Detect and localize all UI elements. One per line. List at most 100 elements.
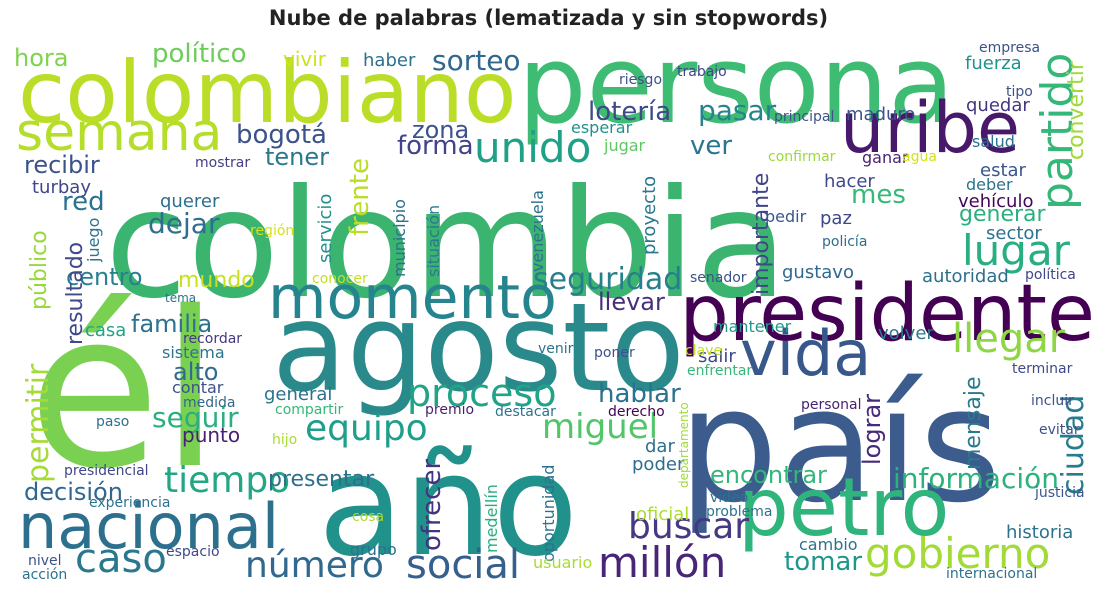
word-uribe: uribe <box>840 87 1020 169</box>
word-deber: deber <box>966 175 1013 194</box>
word-llevar: llevar <box>598 288 665 316</box>
word-él: él <box>28 265 220 516</box>
word-riesgo: riesgo <box>619 72 662 88</box>
word-premio: premio <box>425 402 474 418</box>
word-pedir: pedir <box>765 207 807 226</box>
word-decisión: decisión <box>24 478 123 506</box>
word-ciudad: ciudad <box>1056 395 1091 495</box>
word-millón: millón <box>598 538 726 587</box>
word-miguel: miguel <box>542 407 658 447</box>
word-departamento: departamento <box>677 402 691 488</box>
word-persona: persona <box>518 23 954 148</box>
word-hora: hora <box>14 44 68 72</box>
word-servicio: servicio <box>315 194 336 263</box>
word-paz: paz <box>820 208 852 229</box>
word-importante: importante <box>749 173 774 295</box>
word-pasar: pasar <box>698 94 777 127</box>
word-centro: centro <box>66 263 143 291</box>
word-justicia: justicia <box>1034 485 1085 501</box>
word-usuario: usuario <box>533 553 592 572</box>
word-casa: casa <box>85 320 126 341</box>
word-historia: historia <box>1006 522 1073 543</box>
word-información: información <box>893 462 1059 495</box>
word-trabajo: trabajo <box>677 64 727 80</box>
word-seguir: seguir <box>152 401 239 434</box>
word-seguridad: seguridad <box>533 262 682 297</box>
word-punto: punto <box>182 423 240 447</box>
word-unido: unido <box>474 123 591 172</box>
word-juego: juego <box>84 218 103 263</box>
word-vida: vida <box>740 317 871 390</box>
word-hijo: hijo <box>272 432 297 448</box>
word-tipo: tipo <box>1006 84 1033 100</box>
word-agosto: agosto <box>272 277 685 419</box>
word-oficial: oficial <box>636 504 689 525</box>
word-caso: caso <box>75 536 167 582</box>
word-internacional: internacional <box>946 566 1037 582</box>
word-proceso: proceso <box>407 371 556 415</box>
word-jugar: jugar <box>603 136 646 155</box>
word-empresa: empresa <box>979 40 1040 56</box>
word-equipo: equipo <box>305 408 428 449</box>
word-agua: agua <box>902 149 937 165</box>
word-sistema: sistema <box>162 343 225 362</box>
word-mes: mes <box>851 180 906 210</box>
word-confirmar: confirmar <box>768 149 836 165</box>
chart-title: Nube de palabras (lematizada y sin stopw… <box>268 6 829 30</box>
word-ver: ver <box>690 131 732 161</box>
word-fuerza: fuerza <box>965 53 1022 74</box>
word-convertir: convertir <box>1064 60 1089 160</box>
word-partido: partido <box>1032 53 1083 210</box>
word-destacar: destacar <box>495 404 556 420</box>
word-clave: clave <box>685 343 722 359</box>
word-derecho: derecho <box>608 404 665 420</box>
word-colombia: colombia <box>105 158 788 332</box>
word-zona: zona <box>412 116 469 144</box>
word-familia: familia <box>131 310 212 338</box>
word-evitar: evitar <box>1039 422 1080 438</box>
word-autoridad: autoridad <box>922 266 1009 287</box>
word-venezuela: venezuela <box>528 190 547 272</box>
word-contar: contar <box>172 378 224 397</box>
word-experiencia: experiencia <box>89 495 170 511</box>
word-política: política <box>1025 267 1076 283</box>
word-haber: haber <box>363 50 416 71</box>
word-nacional: nacional <box>18 490 279 563</box>
word-salir: salir <box>698 346 736 367</box>
word-querer: querer <box>160 191 220 212</box>
word-presidente: presidente <box>679 269 1095 359</box>
word-tomar: tomar <box>784 547 862 577</box>
word-maduro: maduro <box>846 104 915 125</box>
word-llegar: llegar <box>952 316 1066 362</box>
word-enfrentar: enfrentar <box>687 363 752 379</box>
word-resultado: resultado <box>63 242 88 345</box>
word-recordar: recordar <box>183 331 242 347</box>
word-sorteo: sorteo <box>432 44 521 77</box>
word-encontrar: encontrar <box>710 461 827 489</box>
word-incluir: incluir <box>1031 393 1074 409</box>
word-situación: situación <box>424 205 443 277</box>
word-proyecto: proyecto <box>639 176 660 255</box>
word-lugar: lugar <box>962 226 1071 275</box>
word-año: año <box>318 425 578 588</box>
word-quedar: quedar <box>966 95 1030 116</box>
word-esperar: esperar <box>571 118 633 137</box>
word-video: video <box>710 490 748 506</box>
word-presentar: presentar <box>268 467 375 492</box>
word-momento: momento <box>268 263 557 333</box>
word-sector: sector <box>986 223 1042 244</box>
word-medida: medida <box>183 395 236 411</box>
word-cosa: cosa <box>352 509 384 525</box>
word-principal: principal <box>774 109 834 125</box>
word-forma: forma <box>397 131 474 161</box>
word-tiempo: tiempo <box>164 460 290 501</box>
word-mundo: mundo <box>178 268 255 293</box>
word-conocer: conocer <box>312 271 368 287</box>
word-espacio: espacio <box>166 544 220 560</box>
word-senador: senador <box>690 270 747 286</box>
word-salud: salud <box>972 132 1015 151</box>
word-mantener: mantener <box>713 317 792 336</box>
word-terminar: terminar <box>1012 361 1073 377</box>
word-frente: frente <box>345 158 375 236</box>
